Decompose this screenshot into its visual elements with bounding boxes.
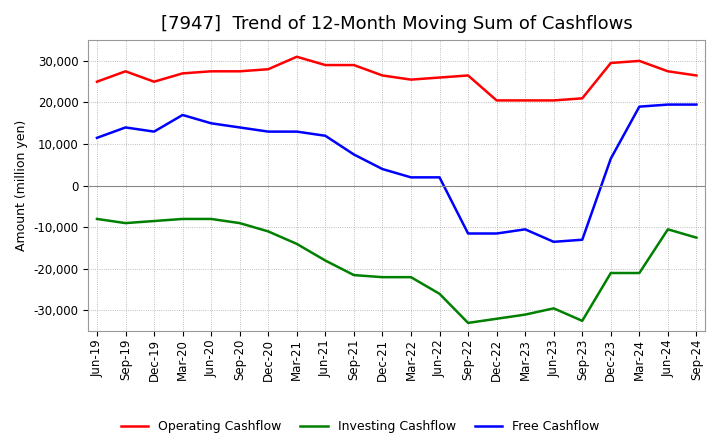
Line: Operating Cashflow: Operating Cashflow [97,57,696,100]
Operating Cashflow [606,60,615,66]
Investing Cashflow [407,275,415,280]
Investing Cashflow [121,220,130,226]
Operating Cashflow [207,69,215,74]
Investing Cashflow [664,227,672,232]
Operating Cashflow [264,66,273,72]
Investing Cashflow [435,291,444,297]
Free Cashflow [207,121,215,126]
Free Cashflow [407,175,415,180]
Investing Cashflow [692,235,701,240]
Investing Cashflow [235,220,244,226]
Operating Cashflow [292,54,301,59]
Investing Cashflow [207,216,215,222]
Y-axis label: Amount (million yen): Amount (million yen) [15,120,28,251]
Operating Cashflow [93,79,102,84]
Free Cashflow [492,231,501,236]
Operating Cashflow [578,95,587,101]
Free Cashflow [521,227,529,232]
Investing Cashflow [264,229,273,234]
Operating Cashflow [635,58,644,63]
Operating Cashflow [150,79,158,84]
Free Cashflow [378,166,387,172]
Operating Cashflow [521,98,529,103]
Operating Cashflow [492,98,501,103]
Investing Cashflow [179,216,187,222]
Investing Cashflow [292,241,301,246]
Line: Free Cashflow: Free Cashflow [97,105,696,242]
Free Cashflow [150,129,158,134]
Operating Cashflow [350,62,359,68]
Free Cashflow [321,133,330,139]
Free Cashflow [549,239,558,245]
Free Cashflow [435,175,444,180]
Operating Cashflow [692,73,701,78]
Operating Cashflow [664,69,672,74]
Operating Cashflow [179,71,187,76]
Free Cashflow [235,125,244,130]
Operating Cashflow [464,73,472,78]
Operating Cashflow [549,98,558,103]
Investing Cashflow [549,306,558,311]
Investing Cashflow [150,218,158,224]
Operating Cashflow [435,75,444,80]
Investing Cashflow [93,216,102,222]
Free Cashflow [635,104,644,109]
Free Cashflow [350,152,359,157]
Free Cashflow [93,135,102,140]
Free Cashflow [606,156,615,161]
Free Cashflow [292,129,301,134]
Title: [7947]  Trend of 12-Month Moving Sum of Cashflows: [7947] Trend of 12-Month Moving Sum of C… [161,15,633,33]
Investing Cashflow [521,312,529,317]
Investing Cashflow [321,258,330,263]
Operating Cashflow [121,69,130,74]
Operating Cashflow [321,62,330,68]
Legend: Operating Cashflow, Investing Cashflow, Free Cashflow: Operating Cashflow, Investing Cashflow, … [116,415,604,438]
Investing Cashflow [635,270,644,275]
Operating Cashflow [378,73,387,78]
Operating Cashflow [407,77,415,82]
Free Cashflow [264,129,273,134]
Free Cashflow [664,102,672,107]
Investing Cashflow [464,320,472,326]
Operating Cashflow [235,69,244,74]
Investing Cashflow [378,275,387,280]
Investing Cashflow [350,272,359,278]
Investing Cashflow [578,318,587,323]
Investing Cashflow [492,316,501,321]
Free Cashflow [121,125,130,130]
Investing Cashflow [606,270,615,275]
Free Cashflow [578,237,587,242]
Free Cashflow [692,102,701,107]
Free Cashflow [179,112,187,117]
Line: Investing Cashflow: Investing Cashflow [97,219,696,323]
Free Cashflow [464,231,472,236]
